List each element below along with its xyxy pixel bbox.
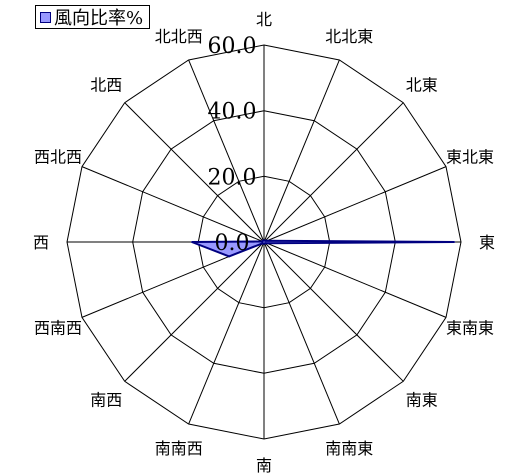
spoke-15 (188, 59, 265, 243)
data-point-3 (266, 239, 268, 242)
data-point-15 (262, 239, 265, 242)
tick-label-0: 0.0 (215, 231, 250, 256)
radar-tick-labels: 0.0 20.0 40.0 60.0 (208, 34, 257, 256)
grid-ring-1 (197, 175, 331, 309)
radar-series (191, 239, 456, 258)
grid-ring-3 (66, 44, 462, 440)
spoke-9 (188, 241, 265, 425)
direction-label-2: 北東 (406, 75, 438, 94)
direction-label-14: 北西 (90, 75, 122, 94)
data-point-5 (266, 242, 268, 245)
direction-label-4: 東 (479, 233, 495, 252)
direction-label-7: 南南東 (325, 439, 373, 458)
tick-label-2: 40.0 (208, 100, 257, 125)
data-point-10 (262, 242, 264, 244)
direction-label-13: 西北西 (34, 148, 82, 167)
direction-label-12: 西 (33, 233, 49, 252)
legend-label: 風向比率% (54, 8, 144, 29)
spoke-10 (124, 241, 265, 382)
direction-label-15: 北北西 (155, 27, 203, 46)
legend-swatch (40, 11, 51, 23)
legend: 風向比率% (35, 5, 151, 29)
direction-label-10: 南西 (90, 391, 122, 410)
spoke-2 (263, 102, 404, 243)
tick-label-1: 20.0 (208, 165, 257, 190)
spoke-13 (81, 166, 265, 243)
direction-label-0: 北 (256, 10, 272, 29)
direction-label-6: 南東 (406, 391, 438, 410)
spoke-3 (263, 166, 447, 243)
spoke-5 (263, 241, 447, 318)
direction-label-5: 東南東 (446, 318, 494, 337)
data-point-2 (264, 240, 267, 242)
spoke-14 (124, 102, 265, 243)
direction-label-8: 南 (256, 456, 272, 474)
direction-label-9: 南南西 (155, 439, 203, 458)
data-point-11 (228, 255, 230, 258)
spoke-7 (263, 241, 340, 425)
spoke-6 (263, 241, 404, 382)
data-point-4 (453, 241, 456, 243)
spoke-1 (263, 59, 340, 243)
tick-label-3: 60.0 (208, 34, 257, 59)
direction-label-11: 西南西 (34, 318, 82, 337)
direction-label-3: 東北東 (446, 148, 494, 167)
direction-label-1: 北北東 (325, 27, 373, 46)
grid-ring-2 (132, 110, 396, 374)
data-point-12 (191, 241, 193, 243)
